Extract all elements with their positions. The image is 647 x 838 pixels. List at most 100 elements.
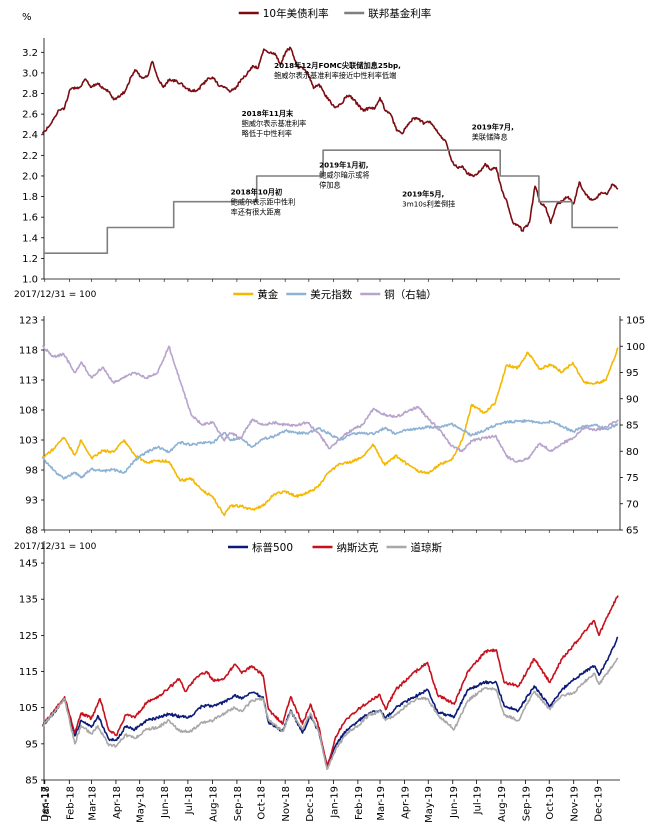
y-tick-label: 118: [19, 346, 38, 357]
y-tick-label: 123: [19, 316, 38, 327]
panel-us-equity-indices: 145 135 125 115 105 95 85 2017/12/31 = 100 Dec-1…: [14, 541, 620, 823]
y2-tick-label: 70: [626, 499, 639, 510]
annotation-line: 停加息: [319, 181, 341, 190]
x-tick-label: Nov-19: [570, 786, 581, 822]
y2-tick-label: 105: [626, 316, 645, 327]
y-tick-label: 98: [25, 466, 38, 477]
x-tick-label: May-18: [136, 786, 147, 823]
y-tick-label: 1.4: [22, 233, 38, 244]
y2-tick-label: 75: [626, 473, 639, 484]
series-line-2-1: [41, 347, 619, 517]
legend-label: 联邦基金利率: [368, 7, 431, 20]
x-tick-label: Jun-19: [449, 786, 460, 819]
y-tick-label: 113: [19, 376, 38, 387]
annotation-line: 鲍威尔暗示或将: [319, 171, 369, 180]
annotation-line: 2018年10月初: [231, 188, 283, 197]
legend-label: 道琼斯: [411, 541, 443, 554]
y-tick-label: 135: [19, 595, 38, 606]
y-tick-label: 1.8: [22, 192, 38, 203]
chart-note: 2017/12/31 = 100: [14, 542, 97, 552]
series-line-1-2: [44, 149, 618, 254]
x-tick-label: Feb-19: [354, 786, 365, 820]
legend-label: 美元指数: [310, 288, 352, 301]
annotation-text: 2019年5月, 3m10s利差倒挂: [402, 190, 455, 209]
x-tick-label: Dec-17: [40, 786, 51, 822]
y-tick-label: 1.2: [22, 254, 38, 265]
annotation-line: 鲍威尔表示距中性利: [231, 198, 296, 207]
y-tick-label: 85: [25, 776, 38, 787]
x-tick-label: Sep-18: [233, 786, 244, 821]
chart-note: 2017/12/31 = 100: [14, 290, 97, 300]
x-tick-label: Jan-19: [329, 786, 340, 819]
series-line-3-1: [41, 636, 619, 768]
y2-tick-label: 100: [626, 342, 645, 353]
panel-gold-dollar-copper: 123 118 113 108 103 98 93 88 105 100 95 90 85 80 75 70 6…: [14, 288, 645, 537]
x-tick-label: Sep-19: [521, 786, 532, 821]
y-tick-label: 3.0: [22, 68, 38, 79]
series-line-3-3: [42, 657, 619, 770]
annotation-text: 2018年11月末鲍威尔表示基准利率略低于中性利率: [242, 109, 307, 138]
y-tick-label: 93: [25, 496, 38, 507]
y-tick-label: 2.6: [22, 110, 38, 121]
legend-label: 铜（右轴）: [384, 288, 437, 301]
annotation-text: 2018年10月初鲍威尔表示距中性利率还有很大距离: [231, 188, 296, 217]
annotation-line: 2018年11月末: [242, 109, 294, 118]
y-tick-label: 2.0: [22, 171, 38, 182]
x-tick-label: Apr-18: [112, 786, 123, 819]
y-tick-label: 1.0: [22, 275, 38, 286]
y2-tick-label: 85: [626, 421, 639, 432]
annotation-line: 2018年12月FOMC尖联储加息25bp,: [274, 61, 401, 70]
x-tick-label: Apr-19: [401, 786, 412, 819]
legend-label: 黄金: [257, 288, 278, 301]
x-tick-label: Dec-19: [593, 786, 604, 822]
x-tick-label: Aug-18: [208, 786, 219, 822]
y2-tick-label: 80: [626, 447, 639, 458]
y-tick-label: 145: [19, 559, 38, 570]
annotation-line: 2019年5月,: [402, 190, 444, 199]
y-tick-label: 108: [19, 406, 38, 417]
series-line-3-2: [42, 595, 619, 769]
legend-label: 纳斯达克: [337, 541, 379, 554]
y-tick-label: 1.6: [22, 213, 38, 224]
annotation-text: 2018年12月FOMC尖联储加息25bp,鲍威尔表示基准利率接近中性利率低端: [274, 61, 401, 80]
x-tick-label: Feb-18: [65, 786, 76, 820]
y2-tick-label: 65: [626, 526, 639, 537]
y-axis-label: %: [22, 12, 32, 23]
y2-tick-label: 90: [626, 394, 639, 405]
y-tick-label: 105: [19, 703, 38, 714]
y-tick-label: 103: [19, 436, 38, 447]
x-tick-label: Jun-18: [160, 786, 171, 819]
annotation-line: 美联储降息: [472, 133, 508, 142]
annotation-line: 略低于中性利率: [242, 129, 292, 138]
annotation-line: 率还有很大距离: [231, 208, 281, 217]
x-tick-label: Nov-18: [281, 786, 292, 822]
y-tick-label: 2.8: [22, 89, 38, 100]
y-tick-label: 3.2: [22, 48, 38, 59]
y2-tick-label: 95: [626, 368, 639, 379]
x-tick-label: Aug-19: [497, 786, 508, 822]
series-line-2-2: [42, 419, 619, 480]
y-tick-label: 115: [19, 667, 38, 678]
x-tick-label: Jul-19: [472, 786, 483, 815]
y-tick-label: 2.2: [22, 151, 38, 162]
y-tick-label: 95: [25, 739, 38, 750]
annotation-line: 3m10s利差倒挂: [402, 200, 455, 209]
x-tick-label: Oct-18: [257, 786, 268, 820]
x-tick-label: Mar-18: [87, 786, 98, 821]
x-tick-label: May-19: [424, 786, 435, 823]
x-tick-label: Mar-19: [376, 786, 387, 821]
annotation-line: 2019年1月初,: [319, 161, 368, 170]
annotation-line: 2019年7月,: [472, 123, 514, 132]
series-line-2-3: [42, 345, 619, 463]
legend-label: 10年美债利率: [263, 7, 329, 20]
annotation-line: 鲍威尔表示基准利率: [242, 119, 307, 128]
series-line-1-1: [41, 46, 619, 232]
x-tick-label: Dec-18: [305, 786, 316, 822]
x-tick-label: Oct-19: [545, 786, 556, 820]
x-tick-label: Jan-18: [41, 786, 52, 819]
y-tick-label: 125: [19, 631, 38, 642]
annotation-line: 鲍威尔表示基准利率接近中性利率低端: [274, 71, 396, 80]
x-tick-label: Jul-18: [184, 786, 195, 815]
y-tick-label: 2.4: [22, 130, 38, 141]
